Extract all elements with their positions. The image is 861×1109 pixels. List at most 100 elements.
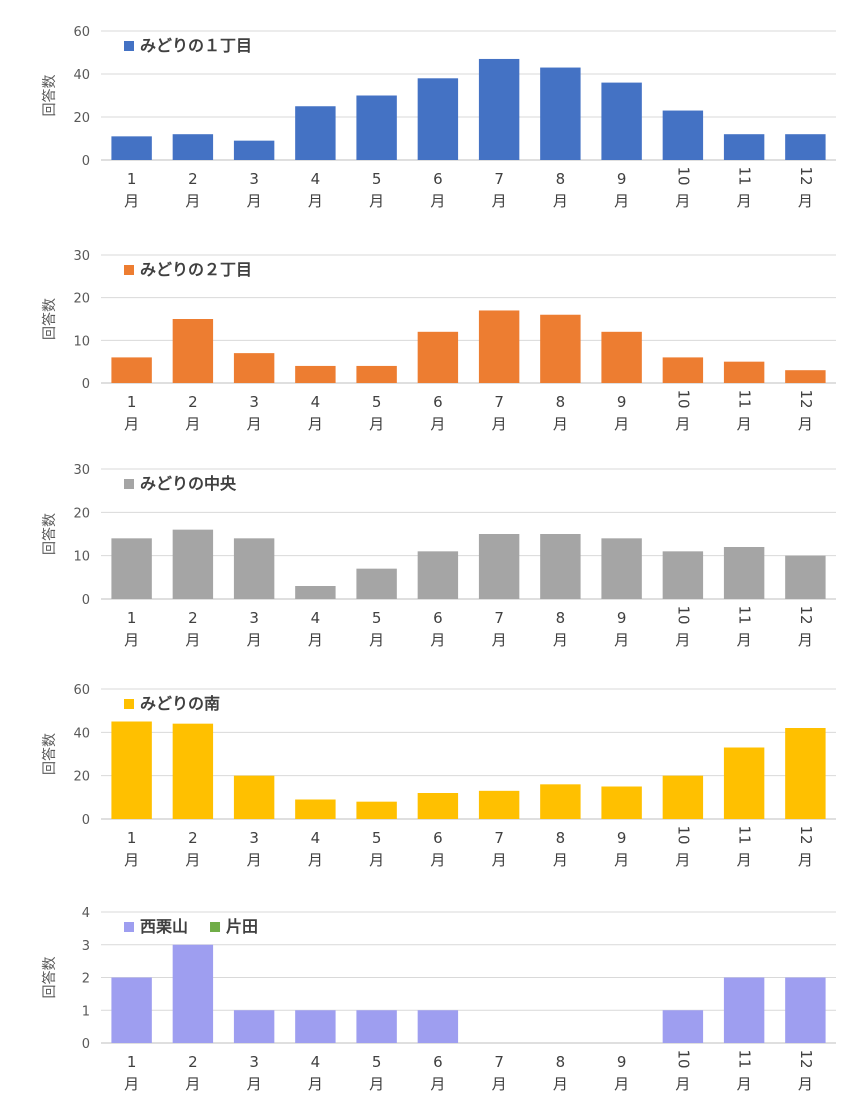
x-tick-label: 1月: [124, 393, 139, 433]
bar-3-2: [172, 529, 214, 599]
x-tick-label: 3月: [247, 829, 262, 869]
y-tick-label: 0: [82, 1037, 90, 1052]
bar-1-1: [111, 136, 152, 160]
bar-1-8: [540, 67, 581, 160]
svg-text:5: 5: [372, 1053, 382, 1071]
svg-text:9: 9: [617, 1053, 627, 1071]
x-tick-label: 10 月: [674, 1049, 692, 1093]
svg-text:月: 月: [308, 1075, 323, 1093]
bar-5-12: [785, 977, 826, 1043]
legend-label: みどりの南: [140, 694, 220, 713]
svg-text:8: 8: [556, 829, 566, 847]
bar-4-5: [356, 801, 397, 819]
svg-text:月: 月: [124, 851, 139, 869]
x-tick-label: 1月: [124, 829, 139, 869]
bar-3-10: [662, 551, 704, 599]
legend-label: 片田: [226, 917, 258, 936]
x-tick-label: 4月: [308, 1053, 323, 1093]
x-tick-label: 7月: [492, 1053, 507, 1093]
bar-4-11: [723, 747, 765, 819]
x-tick-label: 12 月: [797, 605, 815, 649]
x-tick-label: 3月: [247, 1053, 262, 1093]
bar-2-7: [478, 310, 520, 383]
svg-text:月: 月: [553, 192, 568, 210]
x-tick-label: 9月: [614, 393, 629, 433]
x-tick-label: 9月: [614, 170, 629, 210]
bar-2-9: [601, 331, 642, 383]
legend-swatch: [210, 922, 221, 932]
x-tick-label: 12 月: [797, 1049, 815, 1093]
svg-text:月: 月: [614, 415, 629, 433]
x-tick-label: 2月: [185, 609, 200, 649]
bar-4-9: [601, 786, 642, 819]
y-axis-label: 回答数: [41, 513, 58, 555]
svg-text:11: 11: [736, 166, 754, 185]
x-tick-label: 1月: [124, 609, 139, 649]
bar-5-6: [417, 1010, 459, 1043]
svg-text:月: 月: [308, 192, 323, 210]
svg-text:4: 4: [311, 609, 321, 627]
x-tick-label: 3月: [247, 393, 262, 433]
svg-text:2: 2: [188, 829, 198, 847]
x-tick-label: 5月: [369, 170, 384, 210]
bar-2-4: [295, 365, 336, 383]
svg-text:2: 2: [188, 170, 198, 188]
svg-text:月: 月: [737, 192, 752, 210]
legend-label: 西栗山: [140, 917, 188, 936]
bar-2-1: [111, 357, 152, 383]
svg-text:4: 4: [311, 1053, 321, 1071]
svg-text:10: 10: [674, 166, 692, 185]
bar-4-8: [540, 784, 581, 819]
x-tick-label: 10 月: [674, 166, 692, 210]
legend-swatch: [124, 41, 134, 51]
svg-text:月: 月: [185, 631, 200, 649]
svg-text:月: 月: [675, 851, 690, 869]
svg-text:月: 月: [247, 851, 262, 869]
y-tick-label: 4: [82, 906, 90, 921]
y-axis-label: 回答数: [41, 298, 58, 340]
svg-text:4: 4: [311, 829, 321, 847]
svg-text:7: 7: [494, 393, 504, 411]
svg-text:3: 3: [249, 609, 259, 627]
bar-1-5: [356, 95, 397, 160]
x-tick-label: 1月: [124, 170, 139, 210]
svg-text:1: 1: [127, 170, 137, 188]
svg-text:8: 8: [556, 170, 566, 188]
svg-text:月: 月: [430, 851, 445, 869]
svg-text:7: 7: [494, 609, 504, 627]
svg-text:月: 月: [614, 631, 629, 649]
bar-1-3: [233, 140, 275, 160]
svg-text:7: 7: [494, 170, 504, 188]
x-tick-label: 7月: [492, 829, 507, 869]
y-tick-label: 60: [73, 25, 90, 40]
svg-text:月: 月: [369, 851, 384, 869]
bar-5-5: [356, 1010, 397, 1043]
y-tick-label: 20: [73, 111, 90, 126]
svg-text:10: 10: [674, 389, 692, 408]
bar-3-3: [233, 538, 275, 599]
bar-3-12: [785, 555, 826, 599]
x-tick-label: 10 月: [674, 825, 692, 869]
x-tick-label: 8月: [553, 829, 568, 869]
svg-text:6: 6: [433, 393, 443, 411]
svg-text:8: 8: [556, 609, 566, 627]
svg-text:7: 7: [494, 1053, 504, 1071]
legend-label: みどりの中央: [140, 474, 237, 493]
chart-4: 0204060回答数1月2月3月4月5月6月7月8月9月10月11月12月みどり…: [41, 683, 836, 869]
svg-text:1: 1: [127, 1053, 137, 1071]
bar-5-10: [662, 1010, 704, 1043]
x-tick-label: 3月: [247, 609, 262, 649]
svg-text:3: 3: [249, 393, 259, 411]
svg-text:6: 6: [433, 170, 443, 188]
bar-1-4: [295, 106, 336, 160]
y-axis-label: 回答数: [41, 75, 58, 117]
svg-text:月: 月: [553, 415, 568, 433]
svg-text:12: 12: [797, 605, 815, 624]
bar-4-7: [478, 790, 520, 819]
x-tick-label: 5月: [369, 829, 384, 869]
x-tick-label: 10 月: [674, 389, 692, 433]
y-axis-label: 回答数: [41, 957, 58, 999]
svg-text:6: 6: [433, 609, 443, 627]
bar-2-2: [172, 319, 214, 383]
